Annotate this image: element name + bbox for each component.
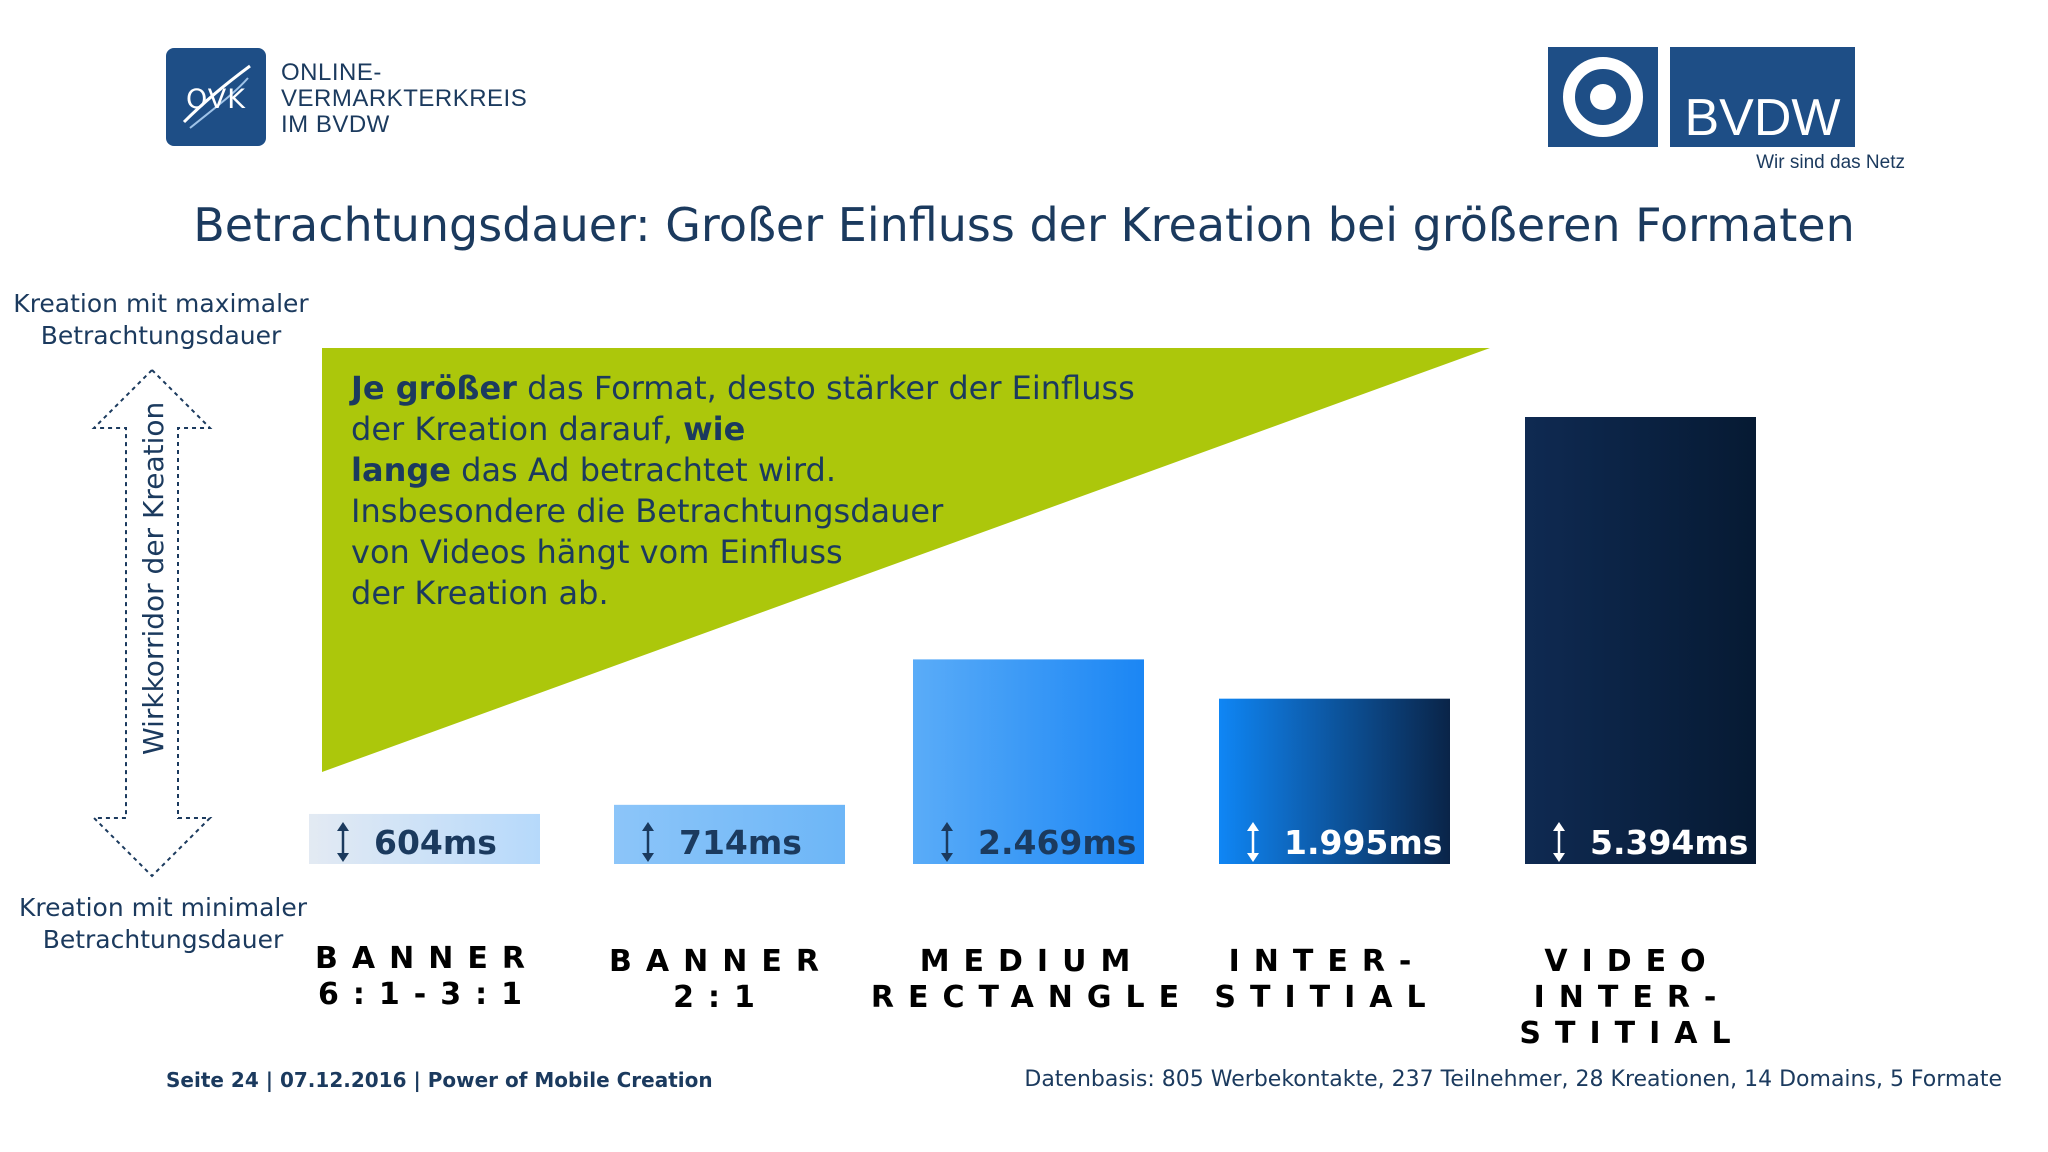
category-2-label-line-2: 2:1 [673, 980, 769, 1015]
category-3-label-line-2: RECTANGLE [871, 980, 1193, 1015]
bar-4 [1219, 698, 1450, 864]
callout-text-6: der Kreation ab. [351, 574, 609, 612]
max-duration-label-line-2: Betrachtungsdauer [40, 321, 282, 350]
ovk-swoosh-icon [182, 64, 251, 129]
bar-1-value-label: 604ms [374, 823, 497, 862]
bvdw-logo-name: BVDW [1684, 89, 1841, 147]
bar-1 [309, 813, 540, 864]
callout-text: Je größer das Format, desto stärker der … [351, 368, 1291, 614]
category-1-label-line-1: BANNER [315, 941, 539, 976]
page-title: Betrachtungsdauer: Großer Einfluss der K… [193, 198, 1855, 252]
callout-text-3: das Ad betrachtet wird. [450, 451, 836, 489]
callout-bold-1: Je größer [351, 369, 517, 407]
category-3-label-line-1: MEDIUM [920, 944, 1145, 979]
callout-bold-3: lange [351, 451, 451, 489]
min-duration-label-line-1: Kreation mit minimaler [18, 893, 308, 922]
ovk-logo-mark: OVK [186, 84, 246, 115]
callout-text-2: der Kreation darauf, [351, 410, 684, 448]
ovk-logo [166, 48, 266, 146]
callout-text-5: von Videos hängt vom Einfluss [351, 533, 843, 571]
callout-text-4: Insbesondere die Betrachtungsdauer [351, 492, 944, 530]
ovk-logo-line-3: IM BVDW [281, 111, 390, 138]
category-5-label-line-2: INTER- [1534, 980, 1731, 1015]
category-1-label-line-2: 6:1-3:1 [318, 977, 536, 1012]
bar-5 [1525, 417, 1756, 864]
bar-4-value-label: 1.995ms [1284, 823, 1442, 862]
bar-2-value-label: 714ms [679, 823, 802, 862]
ovk-logo-line-2: VERMARKTERKREIS [281, 85, 528, 112]
max-duration-label: Kreation mit maximaler Betrachtungsdauer [0, 288, 326, 352]
footer-data-basis: Datenbasis: 805 Werbekontakte, 237 Teiln… [1024, 1067, 2002, 1092]
corridor-double-arrow-icon [91, 368, 213, 878]
ovk-logo-line-1: ONLINE- [281, 59, 382, 86]
callout-bold-2: wie [683, 410, 746, 448]
category-4-label-line-2: STITIAL [1214, 980, 1439, 1015]
callout-text-1: das Format, desto stärker der Einfluss [516, 369, 1135, 407]
min-duration-label-line-2: Betrachtungsdauer [42, 925, 284, 954]
bvdw-ring-icon [1563, 57, 1643, 137]
bvdw-logo-tagline: Wir sind das Netz [1756, 152, 1905, 173]
footer-page-info: Seite 24 | 07.12.2016 | Power of Mobile … [166, 1068, 713, 1092]
callout-triangle [322, 348, 1490, 772]
min-duration-label: Kreation mit minimaler Betrachtungsdauer [0, 892, 328, 956]
category-5-label-line-3: STITIAL [1519, 1016, 1744, 1051]
max-duration-label-line-1: Kreation mit maximaler [13, 289, 309, 318]
category-4-label-line-1: INTER- [1229, 944, 1426, 979]
bar-5-value-label: 5.394ms [1590, 823, 1748, 862]
category-5-label-line-1: VIDEO [1544, 944, 1719, 979]
category-2-label-line-1: BANNER [609, 944, 833, 979]
bar-3-value-label: 2.469ms [978, 823, 1136, 862]
bvdw-logo-box [1670, 47, 1855, 147]
